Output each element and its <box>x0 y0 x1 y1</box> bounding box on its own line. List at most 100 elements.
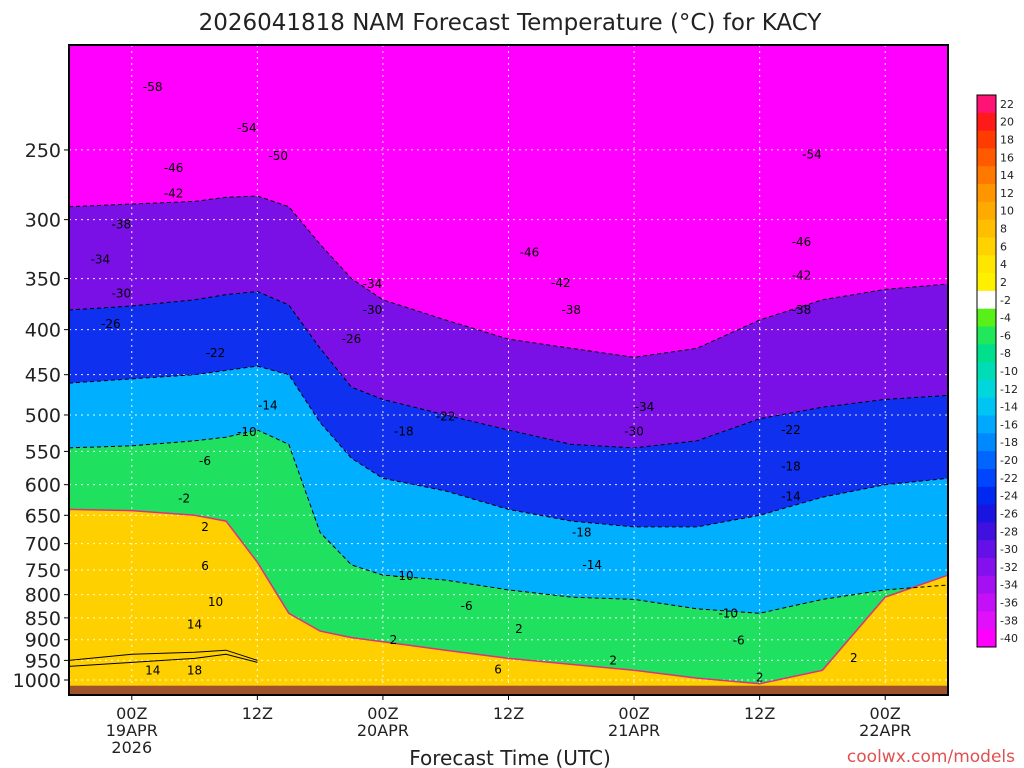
colorbar-swatch <box>977 379 996 399</box>
isotherm-label: -34 <box>91 253 111 267</box>
y-tick-label: 1000 <box>13 670 61 692</box>
colorbar-tick-label: 14 <box>1000 169 1014 182</box>
colorbar-tick-label: -12 <box>1000 383 1018 396</box>
isotherm-line <box>69 429 948 614</box>
isotherm-label: -26 <box>342 332 362 346</box>
isotherm-label: 2 <box>850 651 858 665</box>
isotherm-label: -26 <box>101 317 121 331</box>
isotherm-label: 2 <box>390 633 398 647</box>
y-tick-label: 500 <box>25 405 61 427</box>
y-tick-label: 750 <box>25 560 61 582</box>
colorbar-tick-label: -16 <box>1000 418 1018 431</box>
isotherm-label: -14 <box>258 399 278 413</box>
colorbar-tick-label: -38 <box>1000 614 1018 627</box>
colorbar-swatch <box>977 219 996 238</box>
colorbar-swatch <box>977 326 996 345</box>
isotherm-label: -22 <box>206 346 226 360</box>
isotherm-label: -38 <box>792 303 812 317</box>
y-tick-label: 800 <box>25 585 61 607</box>
isotherm-label: -18 <box>781 459 801 473</box>
plot-area: -58-54-50-46-42-38-34-30-26-22-14-10-6-2… <box>69 45 948 695</box>
colorbar-swatch <box>977 486 996 506</box>
isotherm-label: 2 <box>515 622 523 636</box>
colorbar-swatch <box>977 184 996 203</box>
y-tick-label: 550 <box>25 441 61 463</box>
y-tick-label: 650 <box>25 505 61 527</box>
colorbar-tick-label: -22 <box>1000 472 1018 485</box>
x-tick-label: 00Z <box>870 704 901 723</box>
isotherm-line <box>69 195 948 358</box>
colorbar-swatch <box>977 344 996 363</box>
isotherm-label: 2 <box>756 670 764 684</box>
colorbar-swatch <box>977 504 996 523</box>
colorbar-swatch <box>977 557 996 577</box>
colorbar-swatch <box>977 130 996 149</box>
x-tick-label: 12Z <box>493 704 524 723</box>
colorbar-swatch <box>977 593 996 612</box>
y-tick-label: 900 <box>25 630 61 652</box>
colorbar-frame <box>976 94 997 648</box>
isotherm-line <box>69 649 258 661</box>
colorbar-tick-label: 16 <box>1000 151 1014 164</box>
colorbar-swatch <box>977 273 996 292</box>
isotherm-label: -10 <box>237 425 257 439</box>
colorbar: 22 20 18 16 14 12 10 8 6 4 2 -2 -4 -6 -8 -10 -12 -14 -16 -1… <box>976 94 1018 648</box>
isotherm-label: -42 <box>792 268 812 282</box>
x-tick-label: 21APR <box>608 721 660 740</box>
colorbar-tick-label: -6 <box>1000 329 1011 342</box>
x-axis-label: Forecast Time (UTC) <box>409 746 611 768</box>
y-tick-label: 600 <box>25 475 61 497</box>
colorbar-tick-label: -24 <box>1000 490 1018 503</box>
colorbar-swatch <box>977 308 996 327</box>
colorbar-tick-label: -36 <box>1000 596 1018 609</box>
isotherm-label: 14 <box>187 618 202 632</box>
isotherm-label: -46 <box>164 161 184 175</box>
isotherm-label: -22 <box>436 409 456 423</box>
isotherm-label: 2 <box>201 520 209 534</box>
isotherm-label: -10 <box>718 606 738 620</box>
colorbar-tick-label: -20 <box>1000 454 1018 467</box>
colorbar-swatch <box>977 148 996 167</box>
colorbar-swatch <box>977 611 996 630</box>
isotherm-label: -42 <box>164 186 184 200</box>
colorbar-swatch <box>977 540 996 559</box>
colorbar-tick-label: -4 <box>1000 312 1011 325</box>
colorbar-tick-label: -26 <box>1000 507 1018 520</box>
colorbar-swatch <box>977 433 996 452</box>
y-tick-label: 250 <box>25 140 61 162</box>
ground-surface <box>69 685 948 695</box>
isotherm-label: -22 <box>781 423 801 437</box>
colorbar-swatch <box>977 95 996 114</box>
isotherm-label: -50 <box>268 149 288 163</box>
isotherm-label: 2 <box>609 653 617 667</box>
x-tick-label: 22APR <box>859 721 911 740</box>
isotherm-label: -46 <box>520 246 540 260</box>
colorbar-swatch <box>977 522 996 541</box>
colorbar-tick-label: 8 <box>1000 223 1007 236</box>
colorbar-tick-label: -30 <box>1000 543 1018 556</box>
y-tick-label: 700 <box>25 534 61 556</box>
colorbar-swatch <box>977 237 996 256</box>
isotherm-label: -10 <box>394 569 414 583</box>
x-tick-label: 12Z <box>744 704 775 723</box>
chart-title: 2026041818 NAM Forecast Temperature (°C)… <box>199 10 823 36</box>
colorbar-tick-label: 4 <box>1000 258 1007 271</box>
band-minus40-to-minus30 <box>69 196 948 448</box>
colorbar-tick-label: -28 <box>1000 525 1018 538</box>
isotherm-label: -34 <box>635 400 655 414</box>
x-tick-label: 00Z <box>367 704 398 723</box>
colorbar-tick-label: -40 <box>1000 632 1018 645</box>
y-tick-label: 400 <box>25 320 61 342</box>
isotherm-label: -18 <box>572 526 592 540</box>
credit-text: coolwx.com/models <box>847 747 1015 767</box>
colorbar-tick-label: 10 <box>1000 205 1014 218</box>
colorbar-swatch <box>977 629 996 648</box>
isotherm-line <box>69 290 948 449</box>
y-tick-label: 450 <box>25 365 61 387</box>
colorbar-tick-label: -8 <box>1000 347 1011 360</box>
colorbar-swatch <box>977 575 996 595</box>
x-tick-label: 12Z <box>242 704 273 723</box>
band-above-2 <box>69 509 948 695</box>
colorbar-swatch <box>977 451 996 470</box>
